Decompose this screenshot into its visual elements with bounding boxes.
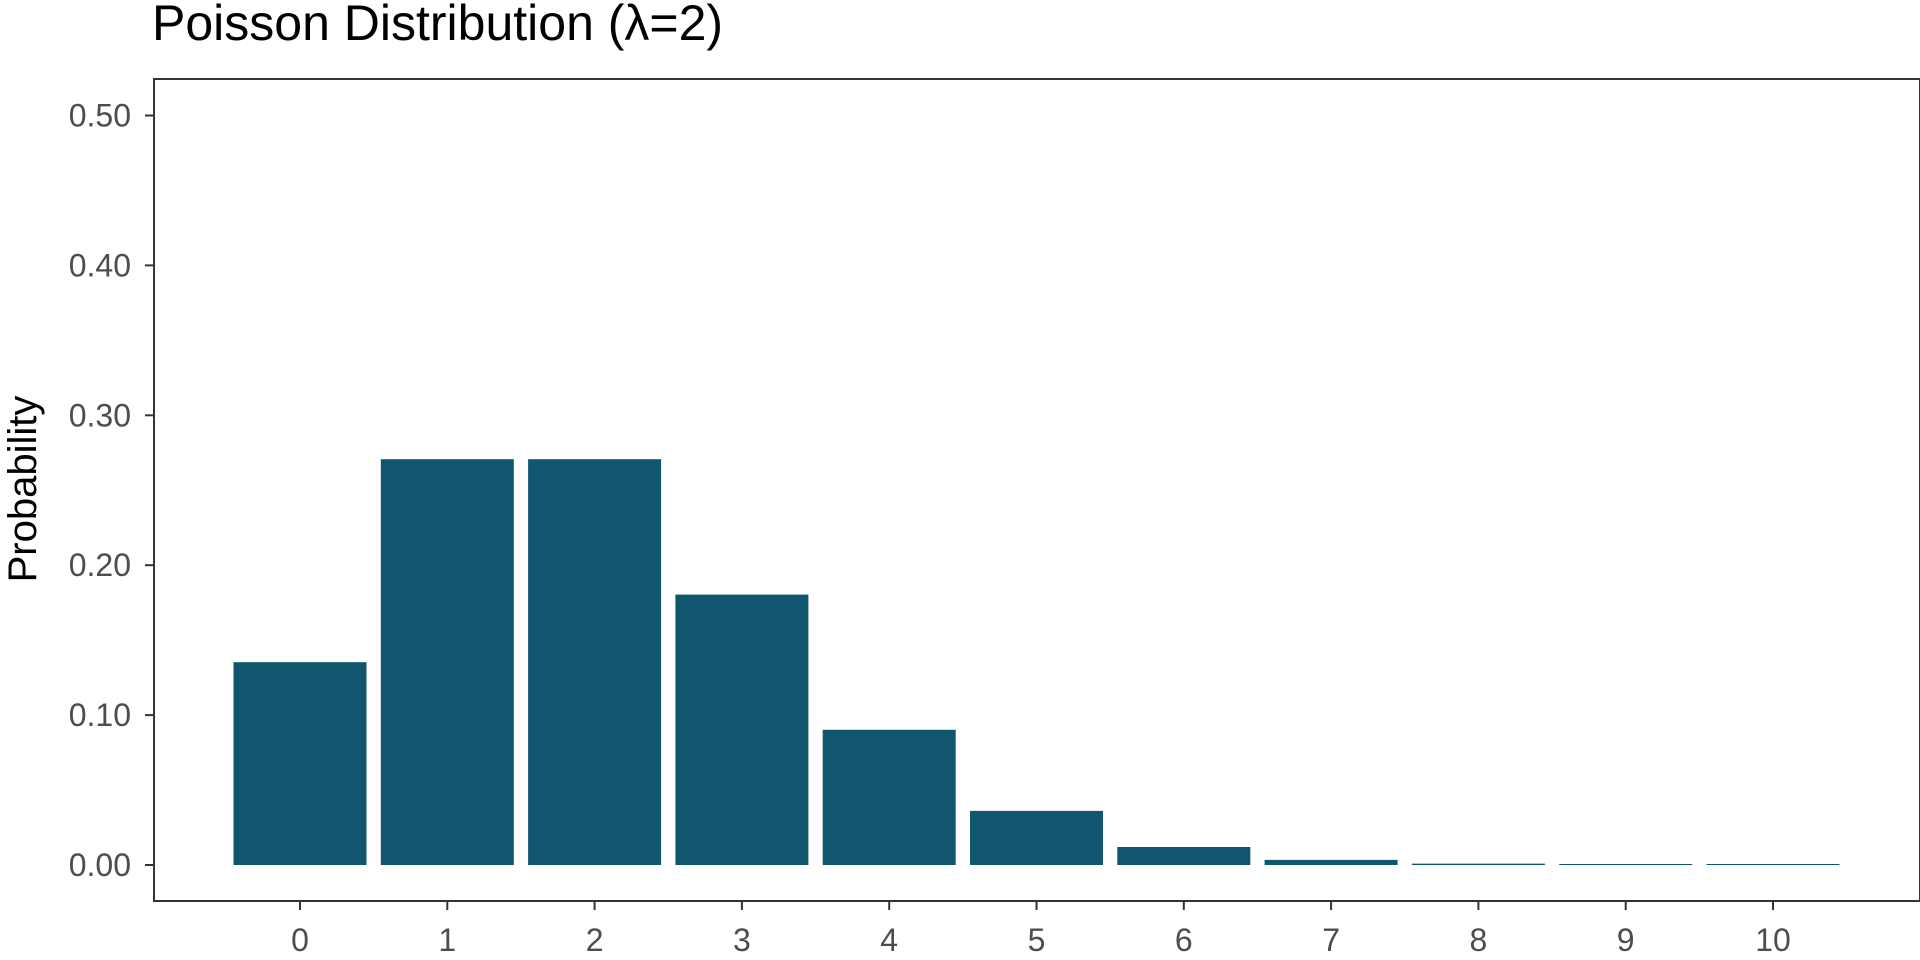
bar-6 xyxy=(1117,847,1251,865)
bar-10 xyxy=(1706,864,1840,865)
x-tick-label-3: 3 xyxy=(733,922,751,958)
chart-title: Poisson Distribution (λ=2) xyxy=(152,0,723,51)
x-tick-label-10: 10 xyxy=(1755,922,1791,958)
bar-1 xyxy=(380,459,514,865)
x-tick-label-8: 8 xyxy=(1470,922,1488,958)
bar-0 xyxy=(233,662,367,865)
bars-group xyxy=(233,459,1840,865)
y-tick-label-1: 0.10 xyxy=(69,697,131,733)
y-axis: 0.00 0.10 0.20 0.30 0.40 0.50 xyxy=(69,98,154,883)
x-tick-label-7: 7 xyxy=(1322,922,1340,958)
bar-5 xyxy=(970,810,1103,865)
bar-7 xyxy=(1264,859,1398,865)
y-tick-label-4: 0.40 xyxy=(69,247,131,283)
x-tick-label-1: 1 xyxy=(438,922,456,958)
x-tick-label-2: 2 xyxy=(586,922,604,958)
y-tick-label-5: 0.50 xyxy=(69,98,131,134)
bar-2 xyxy=(528,459,662,865)
y-tick-label-0: 0.00 xyxy=(69,847,131,883)
x-tick-label-5: 5 xyxy=(1028,922,1046,958)
x-tick-label-0: 0 xyxy=(291,922,309,958)
bar-9 xyxy=(1559,864,1693,865)
x-tick-label-4: 4 xyxy=(880,922,898,958)
y-tick-label-2: 0.20 xyxy=(69,547,131,583)
bar-4 xyxy=(822,729,956,865)
x-axis: 0 1 2 3 4 5 6 7 8 9 10 xyxy=(291,901,1791,958)
x-tick-label-6: 6 xyxy=(1175,922,1193,958)
bar-8 xyxy=(1411,863,1545,865)
x-tick-label-9: 9 xyxy=(1617,922,1635,958)
y-tick-label-3: 0.30 xyxy=(69,397,131,433)
bar-3 xyxy=(675,594,809,865)
y-axis-title: Probability xyxy=(1,396,45,583)
